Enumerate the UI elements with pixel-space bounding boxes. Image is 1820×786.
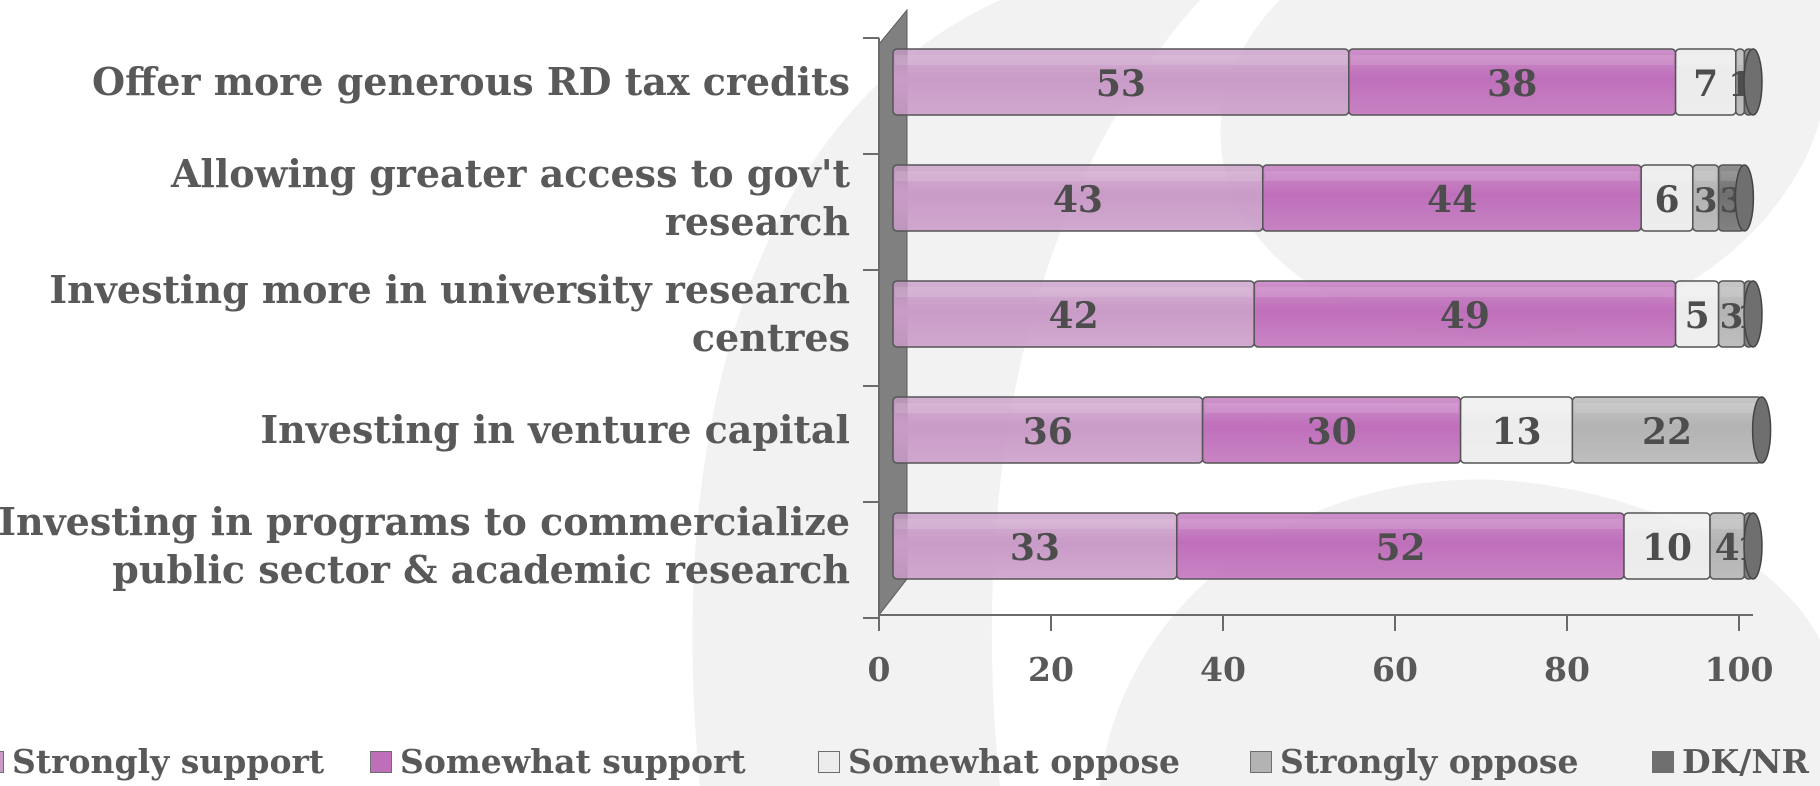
x-tick-label: 40 <box>1200 650 1246 689</box>
data-label-somewhat-support-5: 52 <box>1375 527 1425 569</box>
bar-sheen <box>895 171 1261 181</box>
category-label: Investing in programs to commercialize p… <box>0 499 850 592</box>
data-label-somewhat-oppose-3: 5 <box>1685 295 1710 337</box>
legend-swatch <box>370 750 392 773</box>
bar-sheen <box>1264 171 1640 181</box>
legend-item-somewhat-support: Somewhat support <box>370 742 746 781</box>
bar-sheen <box>1462 403 1571 413</box>
bar-sheen <box>1737 55 1743 65</box>
data-label-somewhat-oppose-4: 13 <box>1491 411 1541 453</box>
legend-item-strongly-support: Strongly support <box>0 742 324 781</box>
data-label-strongly-oppose-4: 22 <box>1642 411 1692 453</box>
legend-swatch <box>818 750 840 773</box>
bar-end-cap <box>1743 512 1763 580</box>
bar-sheen <box>1178 519 1622 529</box>
bar-sheen <box>1677 287 1717 297</box>
bar-end-cap <box>1743 48 1763 116</box>
legend-item-dk-nr: DK/NR <box>1652 742 1809 781</box>
legend: Strongly support Somewhat support Somewhat… <box>0 742 1820 786</box>
x-tick-label: 20 <box>1028 650 1074 689</box>
bar-sheen <box>1694 171 1717 181</box>
legend-label: Somewhat oppose <box>848 742 1181 781</box>
bar-sheen <box>895 55 1347 65</box>
bar-sheen <box>895 287 1253 297</box>
data-label-somewhat-support-3: 49 <box>1440 295 1490 337</box>
data-label-somewhat-oppose-5: 10 <box>1642 527 1692 569</box>
data-label-strongly-support-5: 33 <box>1010 527 1060 569</box>
category-label: Investing in venture capital <box>260 407 850 452</box>
bar-sheen <box>1712 519 1743 529</box>
bar-sheen <box>1350 55 1674 65</box>
category-label: Allowing greater access to gov't researc… <box>170 151 850 244</box>
bar-end-cap <box>1734 164 1755 232</box>
legend-label: Strongly oppose <box>1280 742 1579 781</box>
data-label-strongly-support-2: 43 <box>1053 179 1103 221</box>
bar-sheen <box>1626 519 1708 529</box>
data-label-strongly-support-1: 53 <box>1096 63 1146 105</box>
data-label-somewhat-support-1: 38 <box>1487 63 1537 105</box>
x-tick-label: 80 <box>1544 650 1590 689</box>
data-label-strongly-oppose-2: 3 <box>1694 181 1718 221</box>
data-label-somewhat-support-2: 44 <box>1427 179 1477 221</box>
bar-sheen <box>895 519 1175 529</box>
x-tick-label: 60 <box>1372 650 1418 689</box>
legend-item-strongly-oppose: Strongly oppose <box>1250 742 1578 781</box>
bar-sheen <box>1204 403 1459 413</box>
x-tick-label: 0 <box>868 650 891 689</box>
data-label-strongly-support-4: 36 <box>1023 411 1073 453</box>
data-label-strongly-support-3: 42 <box>1049 295 1099 337</box>
data-label-somewhat-oppose-1: 7 <box>1693 63 1718 105</box>
category-label: Investing more in university research ce… <box>49 267 850 360</box>
legend-swatch <box>0 750 4 773</box>
data-label-strongly-oppose-3: 3 <box>1720 297 1744 337</box>
bar-sheen <box>1677 55 1734 65</box>
bar-sheen <box>1256 287 1674 297</box>
bar-sheen <box>1720 171 1743 181</box>
legend-swatch <box>1250 750 1272 773</box>
legend-swatch <box>1652 750 1674 773</box>
bar-sheen <box>1574 403 1760 413</box>
data-label-somewhat-support-4: 30 <box>1307 411 1357 453</box>
bar-sheen <box>895 403 1201 413</box>
bar-sheen <box>1643 171 1691 181</box>
legend-label: Somewhat support <box>400 742 746 781</box>
bar-end-cap <box>1751 396 1772 464</box>
x-tick-label: 100 <box>1705 650 1774 689</box>
bar-sheen <box>1720 287 1743 297</box>
data-label-somewhat-oppose-2: 6 <box>1654 179 1679 221</box>
data-label-strongly-oppose-5: 4 <box>1715 527 1740 569</box>
legend-label: Strongly support <box>12 742 325 781</box>
legend-item-somewhat-oppose: Somewhat oppose <box>818 742 1180 781</box>
category-label: Offer more generous RD tax credits <box>92 59 850 104</box>
legend-label: DK/NR <box>1682 742 1809 781</box>
bar-end-cap <box>1743 280 1763 348</box>
